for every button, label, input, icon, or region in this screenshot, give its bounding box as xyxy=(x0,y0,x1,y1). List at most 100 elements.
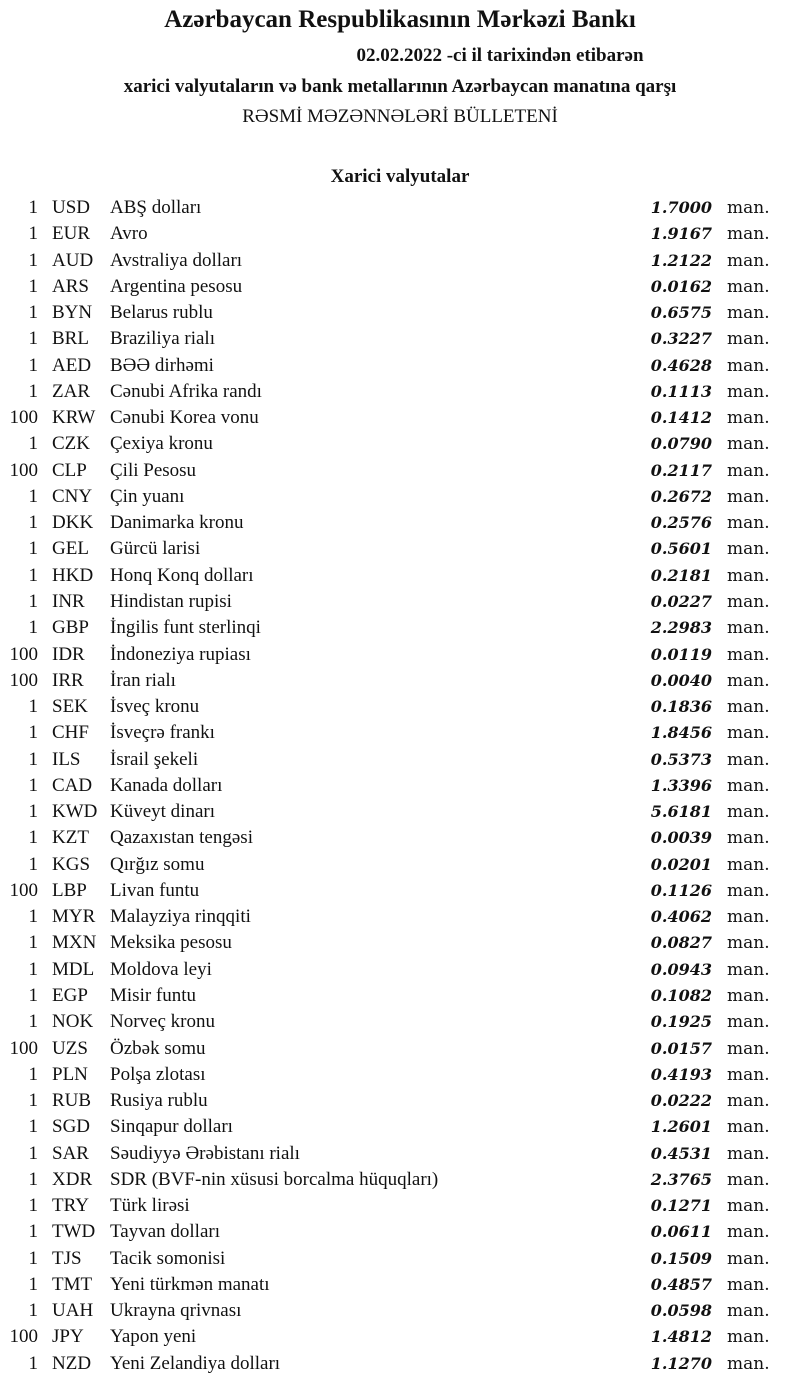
rate-row: 100 IDR İndoneziya rupiası 0.0119 man. xyxy=(0,642,800,668)
exchange-rate: 1.7000 xyxy=(650,198,712,217)
exchange-rate: 0.0790 xyxy=(650,434,712,454)
quantity: 1 xyxy=(28,275,39,297)
currency-name: Avro xyxy=(110,223,148,245)
unit-label: man. xyxy=(727,670,770,691)
currency-code: GEL xyxy=(52,538,89,560)
currency-name: Çexiya kronu xyxy=(110,433,213,455)
exchange-rate: 0.0611 xyxy=(650,1222,712,1242)
currency-name: Qırğız somu xyxy=(110,853,205,875)
currency-code: EGP xyxy=(52,984,88,1006)
currency-name: ABŞ dolları xyxy=(110,197,202,218)
rate-row: 1 PLN Polşa zlotası 0.4193 man. xyxy=(0,1062,800,1088)
currency-name: Moldova leyi xyxy=(110,958,212,980)
rate-row: 100 IRR İran rialı 0.0040 man. xyxy=(0,668,800,694)
currency-code: TWD xyxy=(52,1221,96,1243)
rates-table: 1 USD ABŞ dolları 1.7000 man. 1 EUR Avro 1.9167 m… xyxy=(0,195,800,1377)
exchange-rate: 1.1270 xyxy=(650,1353,712,1373)
exchange-rate: 0.4857 xyxy=(650,1274,712,1294)
unit-label: man. xyxy=(727,276,770,297)
rate-row: 1 KWD Küveyt dinarı 5.6181 man. xyxy=(0,799,800,825)
currency-code: GBP xyxy=(52,617,89,639)
quantity: 100 xyxy=(9,1037,39,1059)
currency-name: Cənubi Afrika randı xyxy=(110,380,262,402)
quantity: 1 xyxy=(28,932,39,954)
currency-name: Çin yuanı xyxy=(110,485,185,507)
currency-name: Misir funtu xyxy=(110,984,197,1006)
exchange-rate: 0.1271 xyxy=(650,1196,712,1216)
quantity: 1 xyxy=(28,696,39,718)
quantity: 1 xyxy=(28,538,39,560)
quantity: 1 xyxy=(28,958,39,980)
currency-name: Rusiya rublu xyxy=(110,1090,208,1112)
currency-code: USD xyxy=(52,197,91,218)
rate-row: 1 CAD Kanada dolları 1.3396 man. xyxy=(0,773,800,799)
rate-row: 100 JPY Yapon yeni 1.4812 man. xyxy=(0,1324,800,1350)
rate-row: 1 NZD Yeni Zelandiya dolları 1.1270 man. xyxy=(0,1351,800,1377)
quantity: 1 xyxy=(28,748,39,770)
currency-code: UAH xyxy=(52,1300,94,1322)
quantity: 1 xyxy=(28,1300,39,1322)
currency-code: ZAR xyxy=(52,380,90,402)
rate-row: 1 CNY Çin yuanı 0.2672 man. xyxy=(0,484,800,510)
unit-label: man. xyxy=(727,486,770,507)
quantity: 1 xyxy=(28,433,39,455)
currency-code: TJS xyxy=(52,1247,82,1269)
quantity: 1 xyxy=(28,302,39,324)
currency-name: İngilis funt sterlinqi xyxy=(110,617,261,639)
unit-label: man. xyxy=(727,907,770,928)
unit-label: man. xyxy=(727,460,770,481)
currency-name: Gürcü larisi xyxy=(110,538,201,560)
currency-name: Braziliya rialı xyxy=(110,328,215,350)
currency-code: XDR xyxy=(52,1168,93,1190)
currency-name: Polşa zlotası xyxy=(110,1063,206,1085)
quantity: 1 xyxy=(28,223,39,245)
rate-row: 1 BYN Belarus rublu 0.6575 man. xyxy=(0,300,800,326)
currency-name: İndoneziya rupiası xyxy=(110,643,251,665)
currency-code: KZT xyxy=(52,827,89,849)
exchange-rate: 0.0227 xyxy=(650,591,712,611)
currency-name: Səudiyyə Ərəbistanı rialı xyxy=(110,1142,300,1164)
currency-code: MYR xyxy=(52,906,96,928)
exchange-rate: 0.1509 xyxy=(650,1248,712,1268)
unit-label: man. xyxy=(727,1169,770,1190)
currency-name: Hindistan rupisi xyxy=(110,590,232,612)
currency-code: DKK xyxy=(52,512,94,534)
exchange-rate: 0.3227 xyxy=(650,329,712,349)
quantity: 1 xyxy=(28,827,39,849)
currency-code: HKD xyxy=(52,564,94,586)
quantity: 100 xyxy=(9,879,39,901)
bulletin-title: RƏSMİ MƏZƏNNƏLƏRİ BÜLLETENİ xyxy=(242,106,558,127)
currency-code: SEK xyxy=(52,696,88,718)
currency-code: KGS xyxy=(52,853,91,875)
exchange-rate: 0.0943 xyxy=(650,959,712,979)
rate-row: 1 TWD Tayvan dolları 0.0611 man. xyxy=(0,1219,800,1245)
currency-code: MDL xyxy=(52,958,95,980)
quantity: 1 xyxy=(28,1063,39,1085)
exchange-rate: 0.0040 xyxy=(650,670,712,690)
unit-label: man. xyxy=(727,749,770,770)
bank-title: Azərbaycan Respublikasının Mərkəzi Bankı xyxy=(164,6,636,33)
currency-code: SAR xyxy=(52,1142,89,1164)
rate-row: 1 SGD Sinqapur dolları 1.2601 man. xyxy=(0,1114,800,1140)
rate-row: 1 NOK Norveç kronu 0.1925 man. xyxy=(0,1009,800,1035)
unit-label: man. xyxy=(727,1353,770,1374)
quantity: 1 xyxy=(28,249,39,271)
currency-name: Avstraliya dolları xyxy=(110,249,243,271)
quantity: 100 xyxy=(9,407,39,429)
unit-label: man. xyxy=(727,250,770,271)
exchange-rate: 0.4193 xyxy=(650,1064,712,1084)
unit-label: man. xyxy=(727,1196,770,1217)
currency-name: Qazaxıstan tengəsi xyxy=(110,827,253,849)
quantity: 1 xyxy=(28,1221,39,1243)
section-heading: Xarici valyutalar xyxy=(330,166,470,187)
currency-name: Özbək somu xyxy=(110,1037,206,1059)
currency-name: SDR (BVF-nin xüsusi borcalma hüquqları) xyxy=(110,1168,439,1190)
exchange-rate: 0.1412 xyxy=(650,408,712,428)
exchange-rate: 0.2672 xyxy=(650,486,712,506)
quantity: 1 xyxy=(28,906,39,928)
rate-row: 1 KZT Qazaxıstan tengəsi 0.0039 man. xyxy=(0,825,800,851)
date-line: 02.02.2022 -ci il tarixindən etibarən xyxy=(356,45,644,66)
currency-code: KRW xyxy=(52,407,96,429)
unit-label: man. xyxy=(727,198,770,218)
unit-label: man. xyxy=(727,1091,770,1112)
